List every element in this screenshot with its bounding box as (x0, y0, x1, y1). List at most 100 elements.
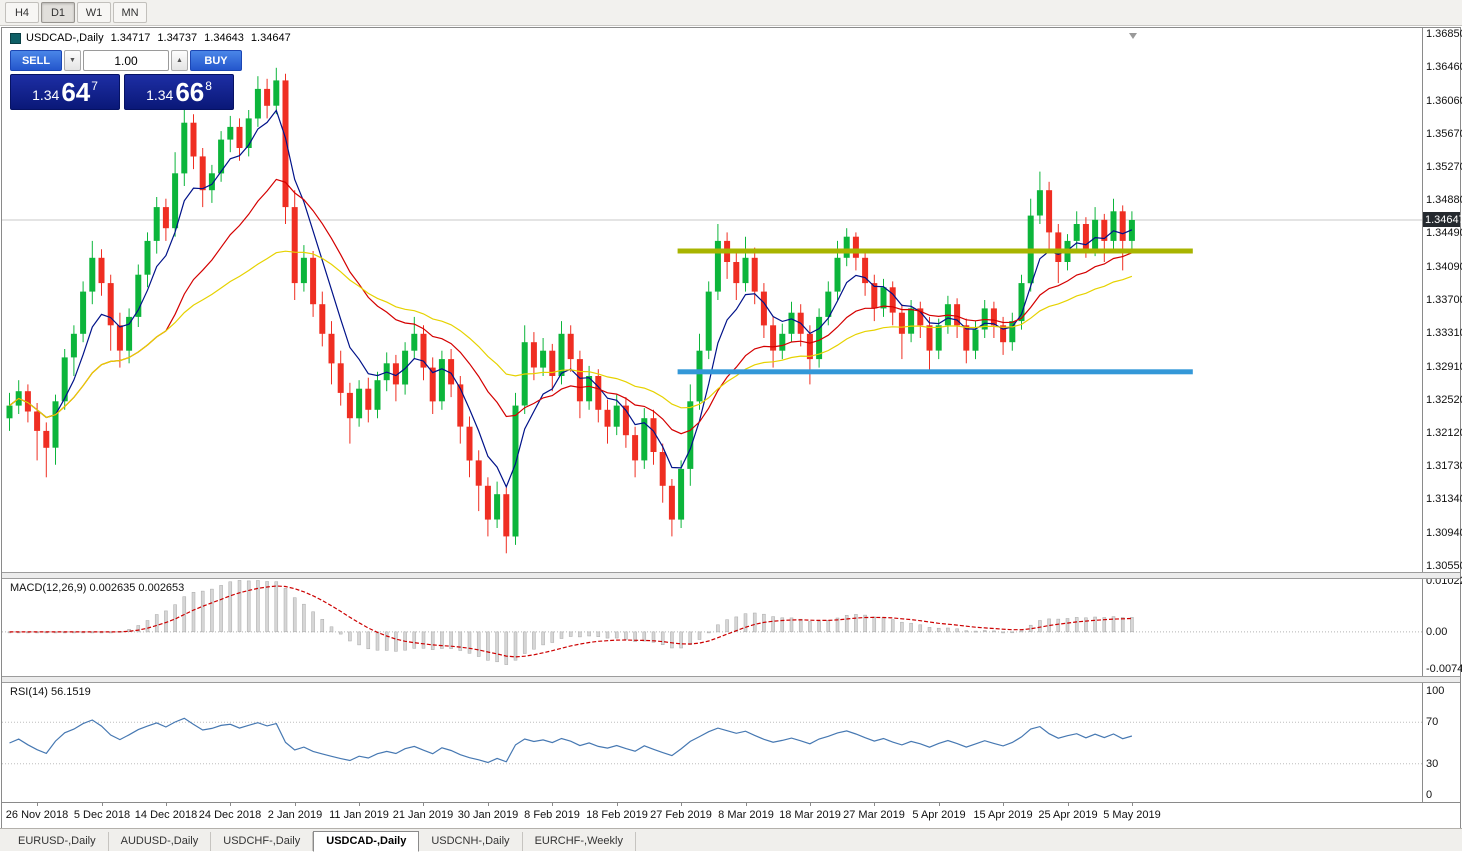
symbol-tab-usdchf-daily[interactable]: USDCHF-,Daily (211, 832, 314, 851)
time-tick (617, 803, 618, 806)
date-label: 15 Apr 2019 (973, 809, 1033, 821)
rsi-tick-label: 30 (1426, 758, 1439, 770)
time-tick (874, 803, 875, 806)
time-axis[interactable]: 26 Nov 2018 5 Dec 2018 14 Dec 2018 24 Dec 2… (2, 802, 1460, 828)
timeframe-toolbar: H4 D1 W1 MN (0, 0, 1462, 26)
one-click-trading-panel: SELL ▼ ▲ BUY 1.34 64 7 1.34 66 8 (10, 50, 242, 110)
date-label: 2 Jan 2019 (267, 809, 323, 821)
ohlc-high: 1.34737 (157, 32, 198, 44)
symbol-tab-eurusd-daily[interactable]: EURUSD-,Daily (6, 832, 109, 851)
timeframe-button-h4[interactable]: H4 (5, 2, 39, 23)
timeframe-button-mn[interactable]: MN (113, 2, 147, 23)
price-tick-label: 1.36460 (1426, 61, 1462, 73)
price-tick-label: 1.32520 (1426, 394, 1462, 406)
time-tick (1132, 803, 1133, 806)
timeframe-button-d1[interactable]: D1 (41, 2, 75, 23)
price-tick-label: 1.30940 (1426, 527, 1462, 539)
rsi-tick-label: 70 (1426, 716, 1439, 728)
chevron-down-icon: ▼ (69, 57, 76, 64)
chart-title: USDCAD-,Daily 1.34717 1.34737 1.34643 1.… (10, 32, 291, 44)
date-label: 27 Mar 2019 (843, 809, 905, 821)
rsi-pane[interactable]: RSI(14) 56.1519 (2, 683, 1423, 802)
current-price-badge: 1.34647 (1423, 212, 1462, 227)
chart-shift-marker[interactable] (1129, 33, 1137, 39)
price-tick-label: 1.33700 (1426, 294, 1462, 306)
date-label: 5 Dec 2018 (73, 809, 131, 821)
macd-label: MACD(12,26,9) 0.002635 0.002653 (10, 582, 185, 594)
price-tick-label: 1.35270 (1426, 161, 1462, 173)
sell-price-whole: 1.34 (32, 87, 60, 103)
time-tick (746, 803, 747, 806)
date-label: 14 Dec 2018 (134, 809, 198, 821)
time-tick (166, 803, 167, 806)
ohlc-low: 1.34643 (204, 32, 244, 44)
macd-chart-canvas[interactable] (2, 579, 1423, 676)
price-tick-label: 1.31730 (1426, 460, 1462, 472)
date-label: 8 Mar 2019 (718, 809, 774, 821)
pane-separator[interactable] (2, 676, 1460, 683)
ohlc-open: 1.34717 (110, 32, 151, 44)
symbol-tab-usdcnh-daily[interactable]: USDCNH-,Daily (419, 832, 523, 851)
rsi-chart-canvas[interactable] (2, 683, 1423, 802)
sell-button[interactable]: SELL (10, 50, 62, 71)
symbol-tab-bar: EURUSD-,Daily AUDUSD-,Daily USDCHF-,Daily U… (0, 828, 1462, 852)
price-tick-label: 1.32120 (1426, 427, 1462, 439)
price-pane[interactable]: USDCAD-,Daily 1.34717 1.34737 1.34643 1.… (2, 28, 1423, 572)
time-tick (359, 803, 360, 806)
time-tick (681, 803, 682, 806)
date-label: 18 Feb 2019 (586, 809, 648, 821)
chart-icon (10, 32, 21, 44)
buy-button[interactable]: BUY (190, 50, 242, 71)
time-tick (102, 803, 103, 806)
buy-price-pips: 66 (175, 77, 205, 107)
rsi-label: RSI(14) 56.1519 (10, 686, 91, 698)
macd-tick-label: -0.00747 (1426, 663, 1462, 675)
chevron-up-icon: ▲ (176, 57, 183, 64)
date-label: 5 May 2019 (1103, 809, 1161, 821)
time-tick (939, 803, 940, 806)
time-tick (1068, 803, 1069, 806)
volume-up-button[interactable]: ▲ (171, 50, 188, 71)
volume-down-button[interactable]: ▼ (64, 50, 81, 71)
symbol-tab-eurchf-weekly[interactable]: EURCHF-,Weekly (523, 832, 636, 851)
price-tick-label: 1.36850 (1426, 28, 1462, 40)
time-tick (37, 803, 38, 806)
time-tick (552, 803, 553, 806)
time-tick (1003, 803, 1004, 806)
symbol-tab-usdcad-daily[interactable]: USDCAD-,Daily (313, 831, 420, 852)
price-tick-label: 1.34880 (1426, 194, 1462, 206)
ohlc-close: 1.34647 (250, 32, 291, 44)
date-label: 8 Feb 2019 (524, 809, 580, 821)
support-line[interactable] (677, 369, 1193, 375)
price-tick-label: 1.36060 (1426, 95, 1462, 107)
price-tick-label: 1.35670 (1426, 128, 1462, 140)
macd-pane[interactable]: MACD(12,26,9) 0.002635 0.002653 (2, 579, 1423, 676)
date-label: 21 Jan 2019 (392, 809, 454, 821)
sell-price-pips: 64 (61, 77, 91, 107)
sell-price-point: 7 (91, 79, 98, 93)
timeframe-button-w1[interactable]: W1 (77, 2, 111, 23)
chart-window: USDCAD-,Daily 1.34717 1.34737 1.34643 1.… (1, 27, 1462, 828)
date-label: 26 Nov 2018 (5, 809, 69, 821)
price-tick-label: 1.30550 (1426, 560, 1462, 572)
volume-input[interactable] (83, 50, 169, 71)
time-tick (810, 803, 811, 806)
pane-separator[interactable] (2, 572, 1460, 579)
price-tick-label: 1.33310 (1426, 327, 1462, 339)
price-axis[interactable]: 1.34647 1.36850 1.36460 1.36060 1.35670 1.35… (1422, 28, 1462, 802)
sell-price-button[interactable]: 1.34 64 7 (10, 74, 120, 110)
buy-price-button[interactable]: 1.34 66 8 (124, 74, 234, 110)
price-chart-canvas[interactable] (2, 28, 1423, 572)
date-label: 30 Jan 2019 (457, 809, 519, 821)
time-tick (488, 803, 489, 806)
chart-symbol-period: USDCAD-,Daily (26, 32, 104, 44)
resistance-line[interactable] (677, 248, 1193, 254)
date-label: 18 Mar 2019 (779, 809, 841, 821)
rsi-tick-label: 100 (1426, 685, 1445, 697)
symbol-tab-audusd-daily[interactable]: AUDUSD-,Daily (109, 832, 212, 851)
macd-tick-label: 0.00 (1426, 626, 1448, 638)
date-label: 27 Feb 2019 (650, 809, 712, 821)
price-tick-label: 1.34490 (1426, 227, 1462, 239)
buy-price-whole: 1.34 (146, 87, 174, 103)
price-tick-label: 1.34090 (1426, 261, 1462, 273)
